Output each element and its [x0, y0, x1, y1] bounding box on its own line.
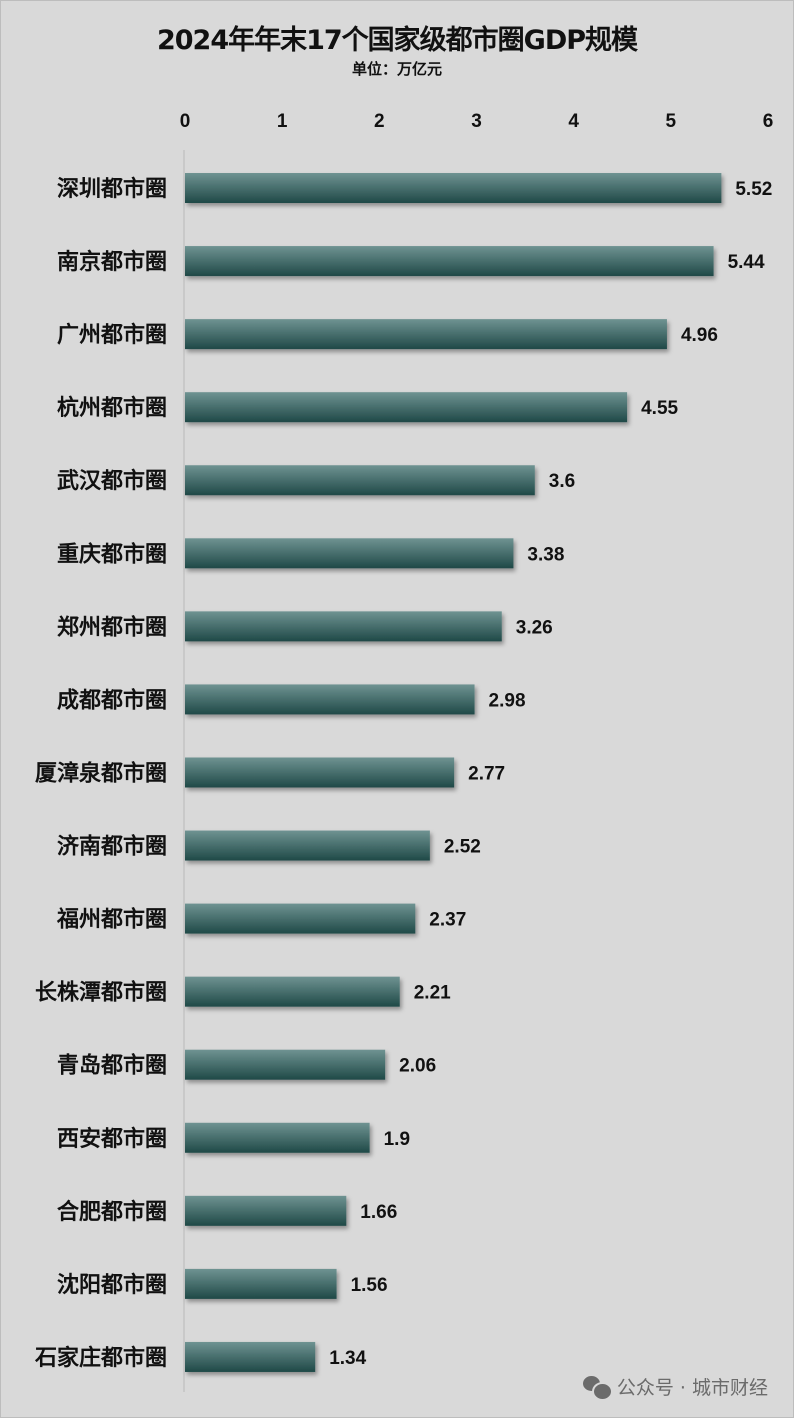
x-tick-label: 3	[471, 111, 482, 132]
data-label: 5.44	[728, 252, 765, 273]
data-label: 2.37	[429, 910, 466, 931]
data-label: 2.77	[468, 763, 505, 784]
bar	[185, 392, 628, 423]
category-label: 武汉都市圈	[57, 468, 167, 494]
bar	[185, 1268, 337, 1299]
bar	[185, 173, 722, 203]
category-label: 福州都市圈	[56, 907, 167, 933]
x-tick-label: 0	[180, 111, 191, 132]
wechat-icon	[582, 1375, 613, 1401]
category-label: 西安都市圈	[57, 1126, 167, 1152]
bar	[185, 611, 502, 642]
data-label: 1.9	[384, 1129, 410, 1150]
category-label: 杭州都市圈	[57, 395, 167, 421]
bar	[185, 246, 714, 277]
data-label: 1.34	[329, 1348, 366, 1369]
category-label: 广州都市圈	[57, 322, 167, 348]
bar	[185, 976, 400, 1007]
x-tick-label: 5	[666, 111, 677, 132]
bar	[185, 1341, 316, 1372]
x-tick-label: 1	[277, 111, 288, 132]
data-label: 2.98	[489, 690, 526, 711]
category-label: 长株潭都市圈	[35, 980, 167, 1006]
bar	[185, 1122, 370, 1153]
bar	[185, 830, 430, 861]
category-label: 深圳都市圈	[57, 176, 167, 202]
bar	[185, 538, 514, 569]
chart-title: 2024年年末17个国家级都市圈GDP规模	[156, 25, 638, 56]
category-label: 南京都市圈	[57, 249, 167, 275]
bar	[185, 903, 416, 934]
bar	[185, 757, 455, 788]
bar	[185, 1049, 386, 1080]
watermark-text: 公众号 · 城市财经	[616, 1377, 768, 1399]
category-label: 沈阳都市圈	[57, 1272, 167, 1298]
data-label: 4.55	[641, 398, 678, 419]
category-label: 济南都市圈	[57, 834, 167, 860]
category-label: 石家庄都市圈	[34, 1345, 167, 1371]
category-label: 重庆都市圈	[57, 541, 167, 567]
data-label: 3.38	[527, 544, 564, 565]
data-label: 1.66	[360, 1202, 397, 1223]
bar	[185, 319, 667, 350]
category-label: 厦漳泉都市圈	[35, 760, 167, 786]
bar	[185, 684, 475, 715]
chart-subtitle: 单位：万亿元	[351, 60, 442, 78]
category-label: 青岛都市圈	[57, 1053, 167, 1079]
category-label: 合肥都市圈	[57, 1199, 167, 1225]
watermark: 公众号 · 城市财经	[582, 1373, 768, 1401]
data-label: 5.52	[735, 179, 772, 200]
data-label: 2.52	[444, 837, 481, 858]
bar	[185, 1195, 347, 1226]
data-label: 1.56	[351, 1275, 388, 1296]
data-label: 4.96	[681, 325, 718, 346]
x-tick-label: 2	[374, 111, 385, 132]
bar	[185, 465, 535, 496]
category-label: 郑州都市圈	[57, 614, 167, 640]
category-label: 成都都市圈	[57, 687, 167, 713]
data-label: 3.26	[516, 617, 553, 638]
data-label: 3.6	[549, 471, 575, 492]
x-tick-label: 4	[568, 111, 579, 132]
x-tick-label: 6	[763, 111, 774, 132]
data-label: 2.06	[399, 1056, 436, 1077]
data-label: 2.21	[414, 983, 451, 1004]
